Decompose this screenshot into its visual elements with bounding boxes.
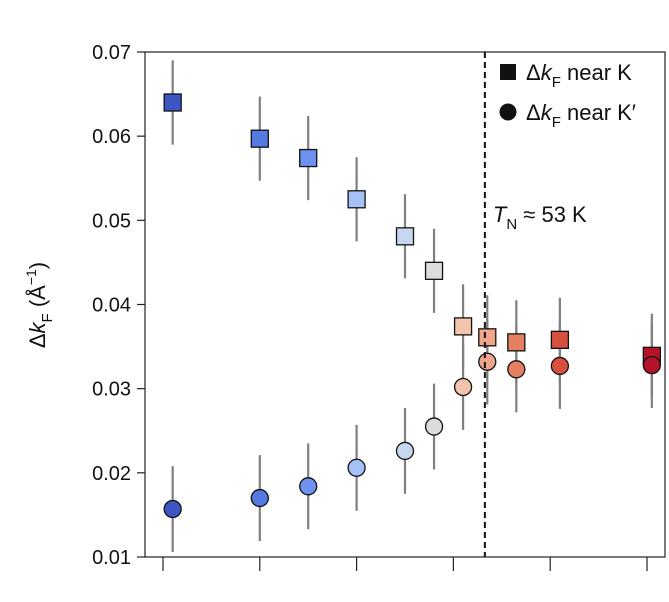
data-point-circle <box>478 352 497 371</box>
legend-square-icon <box>500 64 516 80</box>
legend-label: ΔkF near K′ <box>526 100 636 131</box>
y-tick-label: 0.03 <box>92 379 131 401</box>
data-point-square <box>453 317 473 336</box>
legend-label: ΔkF near K <box>526 60 632 91</box>
data-point-square <box>424 261 444 280</box>
data-point-square <box>478 328 497 347</box>
data-point-circle <box>250 488 269 508</box>
data-point-circle <box>347 458 366 477</box>
data-point-circle <box>507 360 526 379</box>
legend-circle-icon <box>499 103 517 121</box>
data-point-circle <box>424 417 444 436</box>
y-tick-label: 0.02 <box>92 463 131 485</box>
data-point-square <box>163 93 182 112</box>
data-point-circle <box>299 477 318 496</box>
transition-label: TN ≈ 53 K <box>493 202 587 233</box>
data-point-circle <box>642 355 661 375</box>
data-point-square <box>299 148 318 168</box>
data-point-square <box>507 333 526 352</box>
y-tick-label: 0.07 <box>92 42 131 64</box>
data-point-square <box>347 190 366 209</box>
y-axis-label: ΔkF (Å−1) <box>23 262 56 348</box>
y-tick-label: 0.04 <box>92 295 131 317</box>
y-tick-label: 0.05 <box>92 210 131 232</box>
y-tick-label: 0.01 <box>92 547 131 569</box>
data-point-square <box>550 330 570 350</box>
data-point-circle <box>550 356 570 376</box>
y-tick-label: 0.06 <box>92 126 131 148</box>
data-point-circle <box>453 377 473 397</box>
data-point-square <box>250 129 269 148</box>
data-point-circle <box>395 441 415 461</box>
data-point-circle <box>163 499 182 519</box>
data-point-square <box>395 227 415 246</box>
